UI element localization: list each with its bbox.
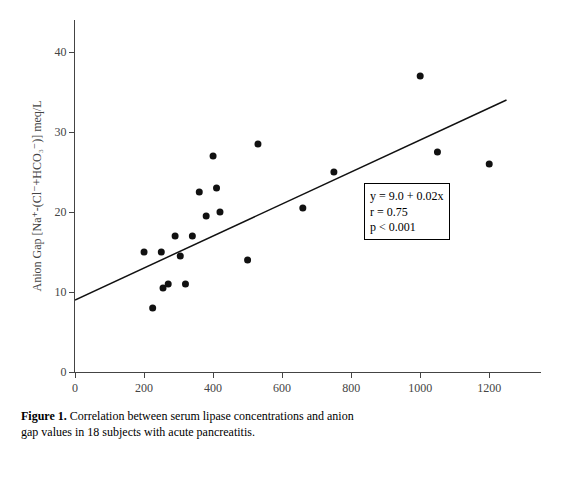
svg-text:800: 800 xyxy=(342,381,360,395)
svg-text:y = 9.0 + 0.02xr = 0.75p < 0.0: y = 9.0 + 0.02xr = 0.75p < 0.001 xyxy=(370,189,444,234)
svg-text:600: 600 xyxy=(273,381,291,395)
svg-text:0: 0 xyxy=(61,365,67,379)
svg-text:1200: 1200 xyxy=(477,381,501,395)
svg-text:400: 400 xyxy=(204,381,222,395)
svg-text:20: 20 xyxy=(55,205,67,219)
svg-text:Anion Gap [Na⁺-(Cl⁻+HCO₃⁻)] me: Anion Gap [Na⁺-(Cl⁻+HCO₃⁻)] meq/L xyxy=(30,101,44,292)
svg-text:10: 10 xyxy=(55,285,67,299)
svg-text:30: 30 xyxy=(55,125,67,139)
svg-text:Figure 1. Correlation between: Figure 1. Correlation between serum lipa… xyxy=(21,409,354,439)
svg-text:0: 0 xyxy=(72,381,78,395)
svg-text:1000: 1000 xyxy=(408,381,432,395)
svg-text:200: 200 xyxy=(135,381,153,395)
svg-text:40: 40 xyxy=(55,45,67,59)
